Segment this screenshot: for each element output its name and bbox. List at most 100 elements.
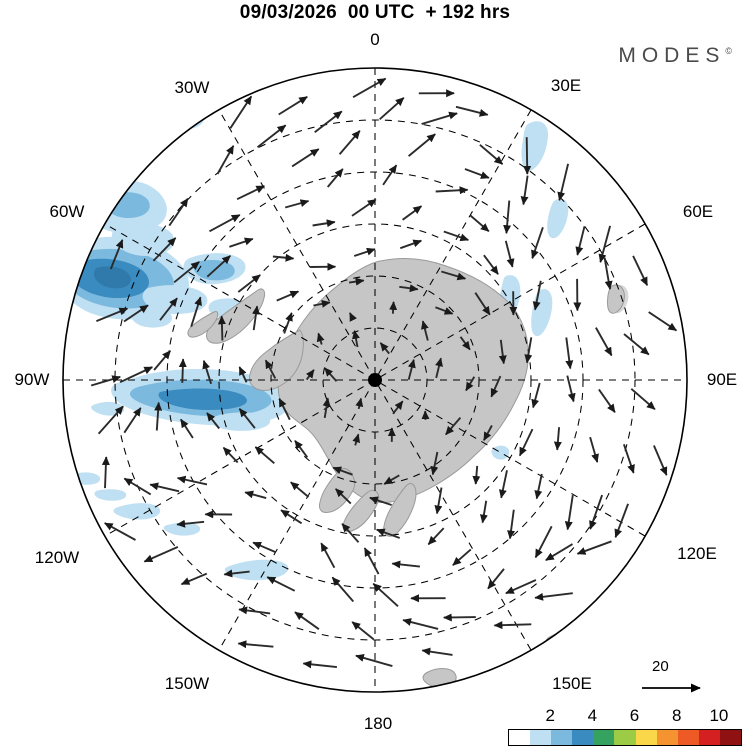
wind-vector (202, 359, 213, 385)
wind-vector (222, 446, 239, 464)
longitude-label-30E: 30E (550, 76, 582, 95)
wind-vector (331, 576, 355, 603)
longitude-label-150E: 150E (552, 674, 592, 693)
wind-vector (623, 443, 635, 474)
colorbar-legend: 2 4 6 8 10 (508, 706, 742, 746)
longitude-label-30W: 30W (174, 78, 210, 97)
wind-vector (402, 205, 423, 221)
wind-vector (372, 582, 399, 608)
wind-vector (399, 239, 423, 250)
wind-vector (237, 640, 274, 649)
wind-scale-value: 20 (652, 658, 669, 675)
wind-vector (469, 214, 490, 233)
wind-vector (206, 412, 220, 430)
colorbar-segment (572, 730, 594, 745)
colorbar-segment (593, 730, 615, 745)
wind-vector (518, 428, 534, 457)
modes-logo: MODES© (618, 44, 732, 68)
wind-vector (276, 290, 300, 302)
wind-vector (653, 445, 668, 476)
wind-vector (523, 137, 532, 175)
wind-vector (363, 547, 380, 575)
wind-vector (223, 569, 250, 578)
wind-vector (238, 606, 271, 615)
wind-vector (369, 496, 392, 506)
colorbar-segment (614, 730, 636, 745)
wind-vector (252, 541, 277, 554)
globe-outline (62, 67, 688, 693)
longitude-label-60W: 60W (49, 202, 85, 221)
wind-vector (216, 145, 235, 175)
wind-vector (421, 111, 458, 125)
wind-vector (229, 237, 254, 248)
wind-vector (237, 274, 261, 293)
wind-vector (566, 375, 576, 403)
wind-vector (335, 488, 352, 505)
colorbar-segment (698, 730, 720, 745)
wind-vector (338, 130, 361, 155)
wind-vector (443, 230, 470, 242)
wind-vector (176, 475, 208, 486)
wind-vector (351, 621, 375, 641)
wind-vector (294, 611, 320, 630)
longitude-label-180: 180 (363, 714, 393, 733)
wind-vector (389, 301, 398, 314)
longitude-label-90E: 90E (706, 370, 738, 389)
south-pole-marker (368, 373, 382, 387)
colorbar-gradient (508, 729, 742, 746)
colorbar-segment (635, 730, 657, 745)
wind-vector (244, 490, 267, 500)
wind-vector (314, 110, 343, 134)
wind-vector (576, 540, 612, 555)
wind-vector (101, 456, 110, 489)
wind-vector (123, 477, 152, 496)
wind-vector (375, 528, 401, 539)
wind-vector (483, 254, 499, 275)
wind-vector (557, 163, 570, 201)
wind-vector (379, 97, 405, 121)
wind-vector (564, 494, 574, 531)
wind-vector (589, 494, 603, 530)
wind-scale-arrow-icon (642, 683, 701, 693)
wind-vector (176, 519, 205, 528)
wind-vector (278, 95, 308, 116)
colorbar-tick: 2 (545, 706, 555, 725)
wind-vector (545, 543, 573, 562)
wind-vector (598, 388, 616, 413)
colorbar-tick: 6 (629, 706, 640, 725)
wind-vector (623, 333, 650, 356)
wind-vector (104, 522, 136, 541)
wind-vector (294, 440, 309, 458)
wind-vector (445, 416, 462, 436)
wind-vector (256, 124, 287, 148)
wind-vector (278, 398, 291, 421)
wind-vector (322, 397, 331, 419)
wind-vector (153, 350, 172, 371)
wind-vector (252, 305, 260, 331)
wind-vector (520, 175, 529, 206)
wind-vector (348, 277, 365, 286)
longitude-label-60E: 60E (682, 202, 714, 221)
longitude-label-0: 0 (370, 30, 380, 49)
longitude-label-120E: 120E (677, 544, 717, 563)
wind-vector (264, 359, 277, 379)
wind-vector (498, 339, 507, 365)
longitude-label-150W: 150W (164, 674, 210, 693)
colorbar-segment (530, 730, 552, 745)
wind-vector (474, 292, 491, 316)
wind-vector (464, 168, 490, 179)
wind-vector-field (90, 77, 678, 669)
colorbar-segment (677, 730, 699, 745)
wind-vector (507, 509, 515, 540)
wind-vector (355, 397, 364, 410)
wind-vector (266, 576, 296, 592)
colorbar-segment (719, 730, 742, 745)
wind-vector (280, 509, 303, 525)
wind-vector (632, 255, 649, 286)
wind-vector (159, 297, 178, 321)
wind-vector (236, 185, 265, 201)
wind-vector (353, 247, 376, 257)
wind-vector (320, 542, 336, 569)
wind-vector (505, 579, 537, 595)
wind-vector (178, 358, 187, 383)
